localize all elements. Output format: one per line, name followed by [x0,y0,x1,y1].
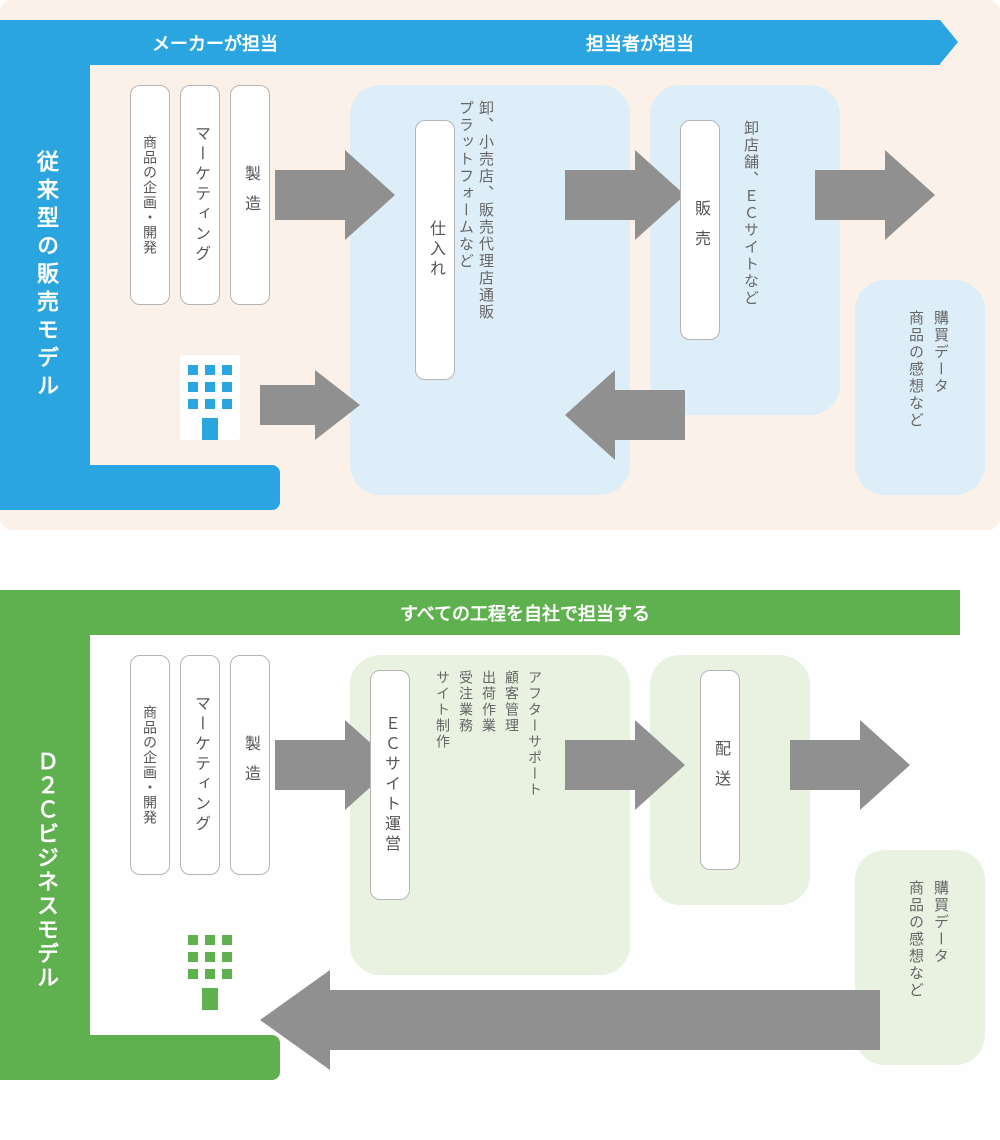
arrow-3-d2c [790,720,910,810]
maker-col-3-d2c: 製造 [230,655,270,875]
stage2-desc-1: 卸、小売店、販売代理店通販 [475,100,496,321]
stage2-box-d2c: ＥＣサイト運営 [370,670,410,900]
stage3-desc: 卸店舗、ＥＣサイトなど [740,120,761,307]
banner-d2c: すべての工程を自社で担当する [110,590,940,635]
maker-col-1-d2c: 商品の企画・開発 [130,655,170,875]
stage2-desc-b: 顧客管理 [502,670,522,734]
stage2-desc-2: プラットフォームなど [455,100,476,270]
feedback-1-d2c: 購買データ [930,880,951,965]
banner-maker: メーカーが担当 [110,20,320,65]
arrow-1b [260,370,360,440]
banner-rep: 担当者が担当 [340,20,940,65]
banner-arrow-tip-1 [320,20,338,64]
feedback-2-d2c: 商品の感想など [905,880,926,999]
arrow-3 [815,150,935,240]
building-icon-d2c [170,920,250,1020]
feedback-2: 商品の感想など [905,310,926,429]
arrow-2-d2c [565,720,685,810]
stage2-box: 仕入れ [415,120,455,380]
building-icon [170,350,250,450]
feedback-arrow-d2c [260,970,880,1075]
stage2-desc-d: 受注業務 [456,670,476,734]
stage2-desc-e: サイト制作 [433,670,453,750]
maker-col-1: 商品の企画・開発 [130,85,170,305]
arrow-2 [565,150,685,240]
maker-col-3: 製造 [230,85,270,305]
arrow-2b [565,370,685,460]
side-title-traditional: 従来型の販売モデル [30,150,62,402]
maker-col-2-d2c: マーケティング [180,655,220,875]
d2c-model-section: Ｄ２Ｃビジネスモデル すべての工程を自社で担当する 商品の企画・開発 マーケティ… [0,570,1000,1100]
stage3-box: 販売 [680,120,720,340]
stage2-desc-c: 出荷作業 [479,670,499,734]
maker-col-2: マーケティング [180,85,220,305]
stage3-box-d2c: 配送 [700,670,740,870]
arrow-1 [275,150,395,240]
stage2-desc-a: アフターサポート [525,670,545,798]
feedback-1: 購買データ [930,310,951,395]
side-title-d2c: Ｄ２Ｃビジネスモデル [30,750,62,990]
traditional-model-section: 従来型の販売モデル メーカーが担当 担当者が担当 商品の企画・開発 マーケティン… [0,0,1000,530]
banner-arrow-tip-2 [940,20,958,64]
banner-arrow-tip-d2c [940,590,958,634]
